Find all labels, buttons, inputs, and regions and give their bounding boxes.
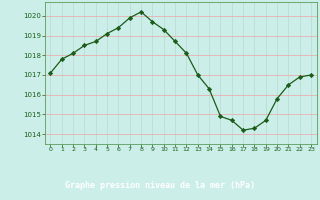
Text: Graphe pression niveau de la mer (hPa): Graphe pression niveau de la mer (hPa) xyxy=(65,181,255,190)
